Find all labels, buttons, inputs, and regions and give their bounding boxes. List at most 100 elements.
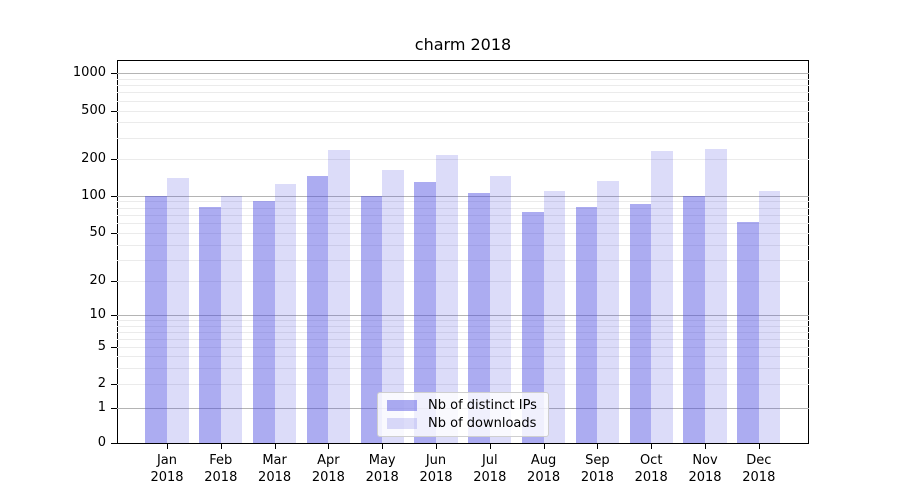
x-tick-label-line: Nov <box>692 453 718 468</box>
gridline-minor <box>117 259 809 261</box>
x-tick-label: Dec 2018 <box>729 452 789 486</box>
bar-downloads <box>382 169 404 443</box>
gridline-minor <box>117 207 809 209</box>
x-tick-label-line: Oct <box>639 453 663 468</box>
bar-downloads <box>758 191 781 443</box>
x-tick-label-line: 2018 <box>580 470 614 485</box>
gridline-minor <box>117 223 809 225</box>
bar-downloads <box>167 177 189 443</box>
y-tick-mark <box>111 110 117 112</box>
y-tick-label: 500 <box>81 102 106 118</box>
gridline-minor <box>117 92 809 94</box>
bar-downloads <box>705 149 727 443</box>
legend-swatch-downloads <box>387 418 417 429</box>
x-tick-mark <box>220 444 222 449</box>
y-tick-label: 200 <box>81 151 106 166</box>
y-tick-mark <box>111 73 117 75</box>
x-tick-label-line: 2018 <box>527 470 561 485</box>
gridline-minor <box>117 159 809 160</box>
x-tick-mark <box>705 444 706 449</box>
bar-distinct-ips <box>360 195 383 443</box>
legend: Nb of distinct IPs Nb of downloads <box>377 392 549 437</box>
gridline-minor <box>117 338 809 340</box>
bar-distinct-ips <box>575 206 598 443</box>
y-tick-mark <box>111 347 117 349</box>
x-tick-mark <box>651 444 653 449</box>
x-tick-mark <box>167 444 168 449</box>
gridline-minor <box>117 244 809 246</box>
y-tick-label: 50 <box>89 225 106 241</box>
bar-distinct-ips <box>468 192 490 443</box>
x-tick-label-line: Sep <box>585 453 610 468</box>
bar-downloads <box>274 183 297 443</box>
gridline-minor <box>117 367 809 369</box>
bar-downloads <box>436 155 458 443</box>
y-tick-mark <box>111 384 117 386</box>
bar-distinct-ips <box>683 195 705 443</box>
bar-distinct-ips <box>414 182 436 443</box>
x-tick-label-line: Mar <box>262 453 287 468</box>
gridline-minor <box>117 281 809 282</box>
gridline-minor <box>117 122 809 124</box>
gridline-minor <box>117 384 809 386</box>
x-tick-label-line: 2018 <box>258 470 292 485</box>
x-tick-label: Sep 2018 <box>567 452 627 486</box>
y-tick-mark <box>111 281 117 282</box>
gridline-minor <box>117 137 809 139</box>
x-tick-label-line: 2018 <box>742 470 776 485</box>
x-tick-label-line: Jun <box>425 453 447 468</box>
gridline-minor <box>117 215 809 216</box>
x-tick-mark <box>436 444 437 449</box>
plot-area <box>117 60 809 444</box>
x-tick-label: Jul 2018 <box>460 452 520 486</box>
y-tick-label: 0 <box>97 435 106 450</box>
bar-distinct-ips <box>199 207 221 443</box>
bar-distinct-ips <box>145 195 167 443</box>
x-tick-label-line: May <box>368 453 396 468</box>
bar-downloads <box>597 181 620 443</box>
y-tick-label: 2 <box>97 376 106 392</box>
gridline-minor <box>117 100 809 102</box>
y-tick-mark <box>111 233 117 235</box>
x-tick-label: Mar 2018 <box>245 452 305 486</box>
x-tick-mark <box>382 444 384 449</box>
bar-distinct-ips <box>521 212 544 443</box>
x-tick-label-line: 2018 <box>204 470 238 485</box>
x-tick-label-line: 2018 <box>688 470 722 485</box>
gridline-minor <box>117 110 809 112</box>
x-tick-label: Oct 2018 <box>621 452 681 486</box>
x-tick-label: Apr 2018 <box>298 452 358 486</box>
x-tick-label: Nov 2018 <box>675 452 735 486</box>
y-tick-mark <box>111 315 117 317</box>
x-tick-label-line: 2018 <box>150 470 184 485</box>
bar-distinct-ips <box>306 176 329 443</box>
bar-downloads <box>651 151 673 443</box>
x-tick-label-line: 2018 <box>365 470 399 485</box>
gridline-major <box>117 195 809 197</box>
y-tick-mark <box>111 195 117 197</box>
gridline-minor <box>117 331 809 333</box>
legend-item-downloads: Nb of downloads <box>387 416 537 431</box>
chart-title: charm 2018 <box>414 35 512 54</box>
x-tick-label-line: Jan <box>156 453 178 468</box>
bar-downloads <box>328 150 351 443</box>
legend-item-distinct-ips: Nb of distinct IPs <box>387 398 537 413</box>
gridline-minor <box>117 356 809 358</box>
bar-downloads <box>543 190 566 443</box>
x-tick-label: Jun 2018 <box>406 452 466 486</box>
y-tick-mark <box>111 159 117 160</box>
gridline-minor <box>117 325 809 327</box>
x-tick-label-line: Feb <box>209 453 233 468</box>
x-tick-label: May 2018 <box>352 452 412 486</box>
legend-label-distinct-ips: Nb of distinct IPs <box>428 398 537 413</box>
x-tick-mark <box>543 444 545 449</box>
x-tick-label-line: 2018 <box>419 470 453 485</box>
x-tick-label: Jan 2018 <box>137 452 197 486</box>
x-tick-label-line: Jul <box>481 453 498 468</box>
gridline-minor <box>117 233 809 235</box>
legend-label-downloads: Nb of downloads <box>428 416 537 431</box>
y-tick-mark <box>111 407 117 409</box>
bar-distinct-ips <box>252 201 275 443</box>
bar-distinct-ips <box>737 221 759 443</box>
